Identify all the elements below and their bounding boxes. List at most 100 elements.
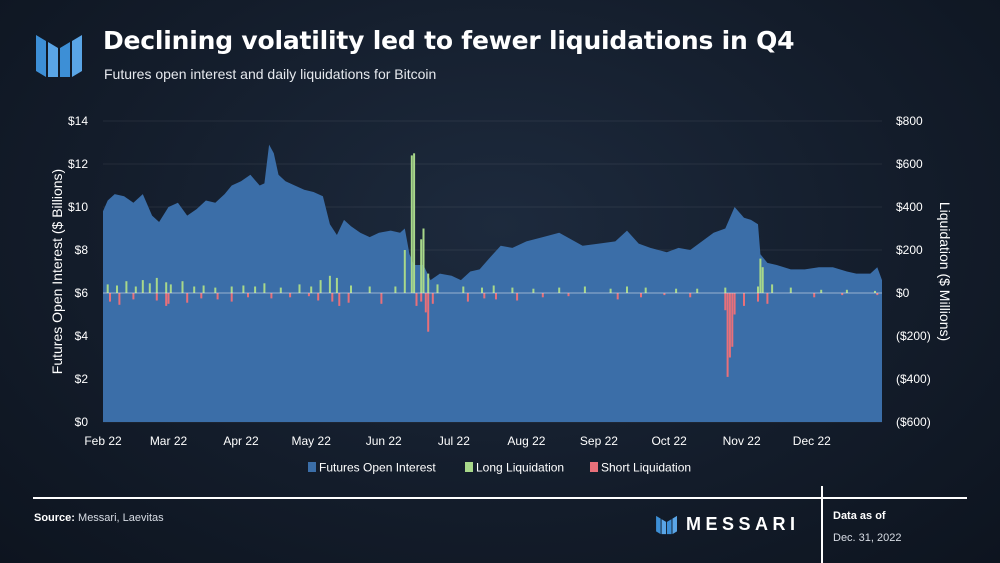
short-liquidation-bar: [132, 293, 135, 300]
short-liquidation-bar: [841, 293, 844, 296]
right-tick-label: $600: [896, 157, 923, 171]
x-tick-label: Sep 22: [580, 434, 618, 448]
footer-vertical-divider: [821, 486, 823, 563]
long-liquidation-bar: [310, 286, 313, 293]
source-note: Source: Messari, Laevitas: [34, 512, 164, 524]
x-tick-label: Jul 22: [438, 434, 470, 448]
short-liquidation-bar: [338, 293, 341, 306]
short-liquidation-bar: [876, 293, 879, 296]
short-liquidation-bar: [420, 293, 423, 302]
x-tick-label: Oct 22: [651, 434, 687, 448]
long-liquidation-bar: [874, 290, 876, 293]
long-liquidation-bar: [532, 288, 535, 293]
short-liquidation-bar: [380, 293, 383, 304]
legend-label: Long Liquidation: [476, 461, 564, 475]
long-liquidation-bar: [626, 286, 628, 293]
as-of-date: Dec. 31, 2022: [833, 532, 902, 544]
short-liquidation-bar: [427, 293, 430, 332]
right-tick-label: ($400): [896, 372, 931, 386]
long-liquidation-bar: [350, 285, 352, 293]
long-liquidation-bar: [165, 282, 168, 294]
axes: $0 $2 $4 $6 $8 $10 $12 $14 ($600) ($400) ($200) $0 $…: [49, 114, 953, 448]
x-tick-label: May 22: [292, 434, 332, 448]
long-liquidation-bar: [328, 275, 331, 293]
left-tick-label: $8: [75, 243, 89, 257]
short-liquidation-bar: [640, 293, 642, 298]
short-liquidation-bar: [567, 293, 570, 297]
long-liquidation-bar: [214, 287, 217, 293]
legend-label: Short Liquidation: [601, 461, 691, 475]
long-liquidation-bar: [845, 289, 848, 293]
long-liquidation-bar: [202, 285, 205, 293]
short-liquidation-bar: [118, 293, 121, 305]
short-liquidation-bar: [733, 293, 736, 315]
left-tick-label: $14: [68, 114, 88, 128]
legend: Futures Open Interest Long Liquidation Sho…: [308, 461, 691, 475]
legend-swatch: [590, 462, 598, 472]
x-tick-label: Dec 22: [793, 434, 831, 448]
left-tick-label: $6: [75, 286, 89, 300]
long-liquidation-bar: [413, 153, 416, 294]
long-liquidation-bar: [242, 285, 245, 293]
long-liquidation-bar: [511, 287, 514, 293]
messari-logo-icon: [36, 35, 82, 77]
short-liquidation-bar: [495, 293, 497, 300]
long-liquidation-bar: [759, 258, 762, 293]
short-liquidation-bar: [247, 293, 249, 298]
short-liquidation-bar: [757, 293, 759, 302]
long-liquidation-bar: [820, 289, 823, 293]
short-liquidation-bar: [813, 293, 816, 298]
left-tick-label: $4: [75, 329, 89, 343]
short-liquidation-bar: [724, 293, 727, 311]
long-liquidation-bar: [427, 273, 430, 293]
right-tick-label: $800: [896, 114, 923, 128]
short-liquidation-bar: [230, 293, 233, 302]
short-liquidation-bar: [317, 293, 320, 301]
long-liquidation-bar: [279, 287, 282, 293]
long-liquidation-bar: [106, 284, 109, 293]
x-tick-label: Nov 22: [723, 434, 761, 448]
short-liquidation-bar: [415, 293, 418, 306]
long-liquidation-bar: [410, 155, 413, 293]
right-tick-label: $200: [896, 243, 923, 257]
x-tick-label: Feb 22: [84, 434, 122, 448]
chart-title: Declining volatility led to fewer liquid…: [103, 26, 795, 55]
short-liquidation-bar: [483, 293, 486, 299]
long-liquidation-bar: [193, 286, 196, 293]
short-liquidation-bar: [731, 293, 734, 347]
long-liquidation-bar: [481, 287, 483, 293]
long-liquidation-bar: [155, 277, 158, 293]
left-axis-title: Futures Open Interest ($ Billions): [49, 169, 65, 374]
source-text: Messari, Laevitas: [78, 512, 164, 524]
short-liquidation-bar: [347, 293, 350, 303]
short-liquidation-bar: [216, 293, 219, 300]
long-liquidation-bar: [583, 286, 586, 293]
left-tick-label: $10: [68, 200, 88, 214]
right-tick-label: $0: [896, 286, 910, 300]
short-liquidation-bar: [766, 293, 769, 304]
short-liquidation-bar: [289, 293, 292, 298]
short-liquidation-bar: [689, 293, 692, 298]
right-tick-label: ($600): [896, 415, 931, 429]
long-liquidation-bar: [254, 286, 257, 293]
left-tick-label: $2: [75, 372, 89, 386]
long-liquidation-bar: [420, 239, 423, 293]
short-liquidation-bar: [466, 293, 469, 302]
long-liquidation-bar: [675, 288, 678, 293]
short-liquidation-bar: [270, 293, 273, 299]
long-liquidation-bar: [789, 287, 792, 293]
short-liquidation-bar: [663, 293, 666, 296]
long-liquidation-bar: [368, 286, 371, 293]
short-liquidation-bar: [331, 293, 334, 302]
right-tick-label: ($200): [896, 329, 931, 343]
long-liquidation-bar: [141, 280, 144, 293]
long-liquidation-bar: [169, 284, 172, 293]
short-liquidation-bar: [541, 293, 544, 298]
legend-label: Futures Open Interest: [319, 461, 436, 475]
x-tick-label: Aug 22: [507, 434, 545, 448]
long-liquidation-bar: [609, 288, 612, 293]
short-liquidation-bar: [424, 293, 427, 313]
long-liquidation-bars: [106, 153, 876, 294]
long-liquidation-bar: [558, 287, 561, 293]
